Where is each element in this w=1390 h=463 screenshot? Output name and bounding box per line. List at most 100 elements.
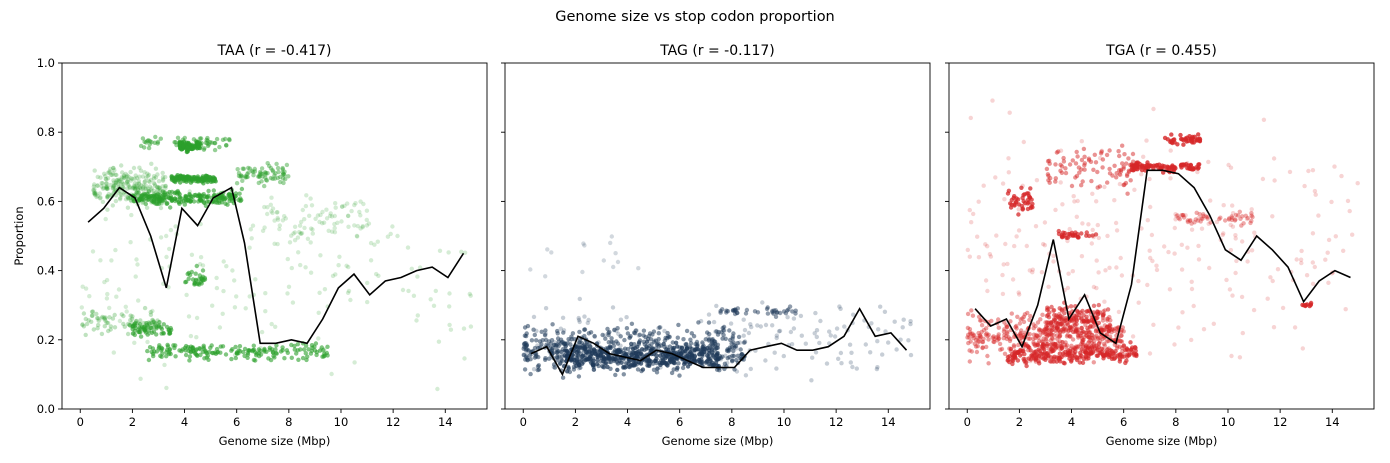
- data-point: [200, 268, 206, 273]
- data-point: [112, 187, 118, 192]
- data-point: [1199, 226, 1205, 231]
- data-point: [552, 340, 557, 345]
- data-point: [577, 345, 582, 350]
- data-point: [763, 322, 769, 328]
- data-point: [968, 331, 973, 337]
- data-point: [868, 350, 873, 355]
- data-point: [86, 318, 91, 323]
- data-point: [104, 296, 110, 301]
- data-point: [966, 340, 971, 346]
- data-point: [103, 216, 108, 222]
- data-point: [1307, 303, 1312, 309]
- data-point: [1205, 214, 1210, 220]
- data-point: [635, 367, 641, 372]
- data-point: [1028, 358, 1033, 364]
- data-point: [710, 337, 715, 342]
- data-point: [119, 163, 124, 168]
- data-point: [733, 343, 739, 349]
- data-point: [224, 264, 229, 269]
- data-point: [555, 358, 560, 363]
- data-point: [615, 326, 620, 331]
- data-point: [1206, 159, 1211, 165]
- data-point: [758, 324, 763, 329]
- data-point: [1162, 244, 1167, 249]
- data-point: [447, 322, 452, 328]
- data-point: [321, 220, 327, 225]
- data-point: [1230, 203, 1235, 208]
- data-point: [1060, 315, 1065, 320]
- data-point: [1031, 326, 1036, 331]
- data-point: [1025, 201, 1031, 206]
- data-point: [1040, 328, 1045, 333]
- data-point: [1103, 268, 1108, 273]
- data-point: [352, 360, 357, 365]
- data-point: [163, 184, 168, 189]
- data-point: [580, 269, 585, 275]
- data-point: [252, 166, 257, 172]
- data-point: [1006, 170, 1011, 175]
- data-point: [164, 385, 169, 391]
- data-point: [1127, 352, 1132, 357]
- data-point: [309, 348, 314, 353]
- data-point: [1096, 335, 1101, 340]
- data-point: [693, 347, 698, 352]
- data-point: [566, 337, 571, 342]
- data-point: [298, 262, 303, 268]
- data-point: [267, 163, 272, 169]
- data-point: [145, 332, 150, 337]
- data-point: [524, 331, 529, 336]
- data-point: [576, 366, 581, 371]
- data-point: [295, 342, 300, 347]
- data-point: [543, 337, 549, 343]
- data-point: [1100, 352, 1106, 358]
- data-point: [1130, 334, 1136, 339]
- data-point: [114, 294, 119, 299]
- data-point: [468, 293, 473, 298]
- data-point: [622, 365, 628, 370]
- data-point: [970, 333, 976, 338]
- data-point: [1107, 171, 1113, 176]
- data-point: [309, 203, 315, 208]
- data-point: [522, 325, 528, 330]
- data-point: [1148, 255, 1153, 261]
- data-point: [278, 349, 284, 354]
- data-point: [1154, 263, 1159, 268]
- data-point: [967, 254, 972, 259]
- data-point: [214, 285, 220, 291]
- data-point: [188, 333, 194, 339]
- data-point: [262, 225, 267, 230]
- data-point: [980, 339, 985, 344]
- data-point: [1192, 134, 1197, 139]
- data-point: [1012, 243, 1017, 249]
- data-point: [525, 357, 530, 362]
- data-point: [731, 348, 736, 354]
- data-point: [591, 363, 596, 368]
- data-point: [551, 364, 556, 370]
- data-point: [106, 170, 111, 175]
- data-point: [774, 335, 779, 341]
- data-point: [985, 333, 990, 339]
- data-point: [698, 318, 704, 324]
- data-point: [755, 310, 761, 315]
- data-point: [524, 341, 530, 347]
- data-point: [157, 320, 162, 325]
- data-point: [173, 224, 178, 229]
- data-point: [448, 327, 454, 332]
- data-point: [776, 329, 782, 334]
- panel-title: TAA (r = -0.417): [217, 43, 332, 59]
- data-point: [1326, 237, 1332, 243]
- data-point: [1059, 233, 1065, 238]
- data-point: [201, 147, 207, 152]
- data-point: [1355, 181, 1360, 186]
- data-point: [1097, 184, 1103, 189]
- data-point: [772, 350, 777, 355]
- data-point: [900, 325, 905, 330]
- data-point: [1154, 162, 1160, 168]
- data-point: [1052, 354, 1057, 359]
- data-point: [582, 346, 587, 352]
- data-point: [258, 171, 264, 176]
- data-point: [1230, 211, 1236, 216]
- data-point: [112, 325, 118, 330]
- data-point: [1005, 329, 1010, 334]
- data-point: [724, 310, 729, 315]
